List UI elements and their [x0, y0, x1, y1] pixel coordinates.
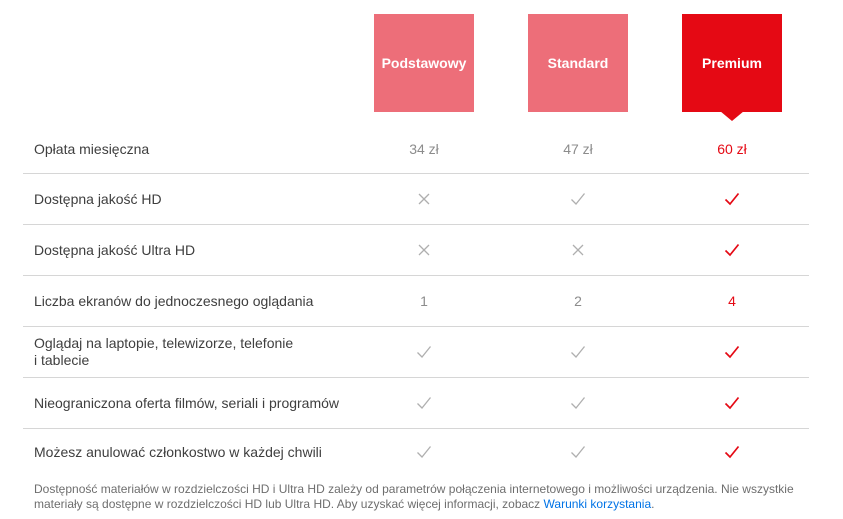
- table-row: Dostępna jakość Ultra HD: [23, 225, 809, 276]
- table-row: Dostępna jakość HD: [23, 174, 809, 225]
- check-icon: [724, 345, 740, 359]
- check-icon: [417, 397, 432, 409]
- plan-comparison-table: Podstawowy Standard Premium Opłata miesięc…: [23, 0, 809, 475]
- plan-box-premium[interactable]: Premium: [682, 14, 782, 112]
- row-value-cell: [501, 342, 655, 362]
- value-text: 60 zł: [717, 141, 747, 157]
- row-value-cell: 4: [655, 293, 809, 309]
- plan-box-standard[interactable]: Standard: [528, 14, 628, 112]
- plan-name: Podstawowy: [381, 55, 467, 71]
- row-value-cell: [347, 189, 501, 209]
- row-value-cell: [655, 442, 809, 462]
- row-label: Liczba ekranów do jednoczesnego oglądani…: [34, 292, 314, 309]
- value-text: 34 zł: [409, 141, 439, 157]
- check-icon: [571, 346, 586, 358]
- check-icon: [571, 193, 586, 205]
- row-value-cell: [347, 393, 501, 413]
- terms-of-use-link[interactable]: Warunki korzystania: [543, 497, 652, 511]
- plan-name: Premium: [702, 55, 762, 71]
- row-value-cell: [501, 393, 655, 413]
- row-value-cell: [347, 342, 501, 362]
- row-value-cell: [655, 393, 809, 413]
- row-value-cell: [501, 189, 655, 209]
- plan-column-header: Premium: [655, 0, 809, 125]
- value-text: 4: [728, 293, 736, 309]
- header-label-spacer: [23, 0, 347, 125]
- row-value-cell: [347, 240, 501, 260]
- row-label: Oglądaj na laptopie, telewizorze, telefo…: [34, 335, 294, 368]
- row-value-cell: 1: [347, 293, 501, 309]
- plan-box-podstawowy[interactable]: Podstawowy: [374, 14, 474, 112]
- footnote-period: .: [651, 497, 655, 511]
- table-row: Oglądaj na laptopie, telewizorze, telefo…: [23, 327, 809, 378]
- check-icon: [724, 396, 740, 410]
- row-label: Nieograniczona oferta filmów, seriali i …: [34, 394, 340, 411]
- cross-icon: [572, 244, 584, 256]
- check-icon: [417, 346, 432, 358]
- plan-column-header: Standard: [501, 0, 655, 125]
- value-text: 2: [574, 293, 582, 309]
- row-label: Opłata miesięczna: [34, 140, 150, 157]
- value-text: 1: [420, 293, 428, 309]
- table-row: Liczba ekranów do jednoczesnego oglądani…: [23, 276, 809, 327]
- check-icon: [571, 446, 586, 458]
- table-row: Możesz anulować członkostwo w każdej chw…: [23, 429, 809, 475]
- cross-icon: [418, 193, 430, 205]
- plan-column-header: Podstawowy: [347, 0, 501, 125]
- row-label: Dostępna jakość Ultra HD: [34, 241, 196, 258]
- footnote-text: Dostępność materiałów w rozdzielczości H…: [34, 482, 794, 511]
- check-icon: [724, 192, 740, 206]
- cross-icon: [418, 244, 430, 256]
- footnote: Dostępność materiałów w rozdzielczości H…: [34, 482, 809, 512]
- feature-rows: Opłata miesięczna 34 zł 47 zł 60 zł Dostępna…: [23, 125, 809, 475]
- row-value-cell: [655, 240, 809, 260]
- plans-header-row: Podstawowy Standard Premium: [23, 0, 809, 125]
- row-label: Możesz anulować członkostwo w każdej chw…: [34, 443, 322, 460]
- row-value-cell: 34 zł: [347, 141, 501, 157]
- table-row: Opłata miesięczna 34 zł 47 zł 60 zł: [23, 125, 809, 174]
- row-value-cell: [501, 442, 655, 462]
- row-value-cell: 60 zł: [655, 141, 809, 157]
- row-value-cell: 2: [501, 293, 655, 309]
- row-value-cell: 47 zł: [501, 141, 655, 157]
- row-value-cell: [655, 342, 809, 362]
- row-label: Dostępna jakość HD: [34, 190, 162, 207]
- check-icon: [571, 397, 586, 409]
- check-icon: [417, 446, 432, 458]
- table-row: Nieograniczona oferta filmów, seriali i …: [23, 378, 809, 429]
- check-icon: [724, 243, 740, 257]
- row-value-cell: [655, 189, 809, 209]
- value-text: 47 zł: [563, 141, 593, 157]
- plan-name: Standard: [547, 55, 609, 71]
- check-icon: [724, 445, 740, 459]
- row-value-cell: [347, 442, 501, 462]
- row-value-cell: [501, 240, 655, 260]
